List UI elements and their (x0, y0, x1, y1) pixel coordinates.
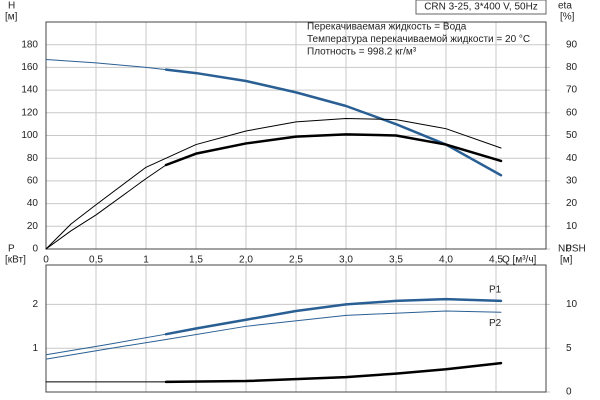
y-tick-label: 160 (21, 62, 38, 73)
plot-frame (45, 21, 547, 250)
x-tick-label: 4,5 (489, 255, 503, 266)
curve (164, 297, 503, 336)
y-tick-label: 0 (32, 244, 38, 255)
y-axis-unit: [м] (5, 12, 18, 23)
x-tick-label: 0 (43, 255, 49, 266)
x-tick-label: 2,5 (289, 255, 303, 266)
y2-tick-label: 10 (566, 221, 578, 232)
chart-title: CRN 3-25, 3*400 V, 50Hz (424, 2, 538, 13)
annotation: Температура перекачиваемой жидкости = 20… (307, 34, 530, 45)
x-tick-label: 1 (143, 255, 149, 266)
x-tick-label: 1,5 (189, 255, 203, 266)
y-tick-label: 100 (21, 130, 38, 141)
x-axis-label: Q [м³/ч] (502, 255, 537, 266)
annotation: Перекачиваемая жидкость = Вода (307, 22, 467, 33)
y2-axis-label: NPSH (558, 244, 586, 255)
y2-tick-label: 0 (566, 387, 572, 398)
x-tick-label: 3,5 (389, 255, 403, 266)
y-tick-label: 20 (27, 221, 39, 232)
curve (45, 333, 167, 356)
curve (45, 117, 502, 250)
x-tick-label: 2,0 (239, 255, 253, 266)
y2-tick-label: 60 (566, 107, 578, 118)
y2-tick-label: 10 (566, 299, 578, 310)
y2-tick-label: 70 (566, 85, 578, 96)
curve (45, 164, 167, 250)
y-tick-label: 2 (32, 299, 38, 310)
y-axis-label: H (8, 1, 15, 12)
y-tick-label: 120 (21, 107, 38, 118)
y2-tick-label: 50 (566, 130, 578, 141)
y2-axis-unit: [%] (560, 12, 575, 23)
y2-tick-label: 5 (566, 343, 572, 354)
y-axis-unit: [кВт] (5, 255, 26, 266)
y-tick-label: 80 (27, 153, 39, 164)
series-label: P2 (489, 318, 502, 329)
plot-frame (45, 264, 547, 393)
series-label: P1 (489, 285, 502, 296)
y-tick-label: 60 (27, 176, 39, 187)
y2-tick-label: 40 (566, 153, 578, 164)
curve (45, 310, 502, 360)
y-axis-label: P (8, 244, 15, 255)
y-tick-label: 180 (21, 39, 38, 50)
curve (45, 58, 167, 71)
y-tick-label: 140 (21, 85, 38, 96)
x-tick-label: 4,0 (439, 255, 453, 266)
y2-tick-label: 0 (566, 244, 572, 255)
y2-axis-unit: [м] (560, 255, 573, 266)
y2-tick-label: 80 (566, 62, 578, 73)
x-tick-label: 3,0 (339, 255, 353, 266)
annotation: Плотность = 998.2 кг/м³ (307, 47, 417, 58)
y2-axis-label: eta (558, 1, 572, 12)
y-tick-label: 1 (32, 343, 38, 354)
y-tick-label: 40 (27, 198, 39, 209)
title-box (415, 0, 547, 15)
y2-tick-label: 30 (566, 176, 578, 187)
y2-tick-label: 90 (566, 39, 578, 50)
curve (164, 133, 503, 167)
curve (164, 361, 503, 384)
x-tick-label: 0,5 (89, 255, 103, 266)
y2-tick-label: 20 (566, 198, 578, 209)
curve (164, 68, 503, 177)
